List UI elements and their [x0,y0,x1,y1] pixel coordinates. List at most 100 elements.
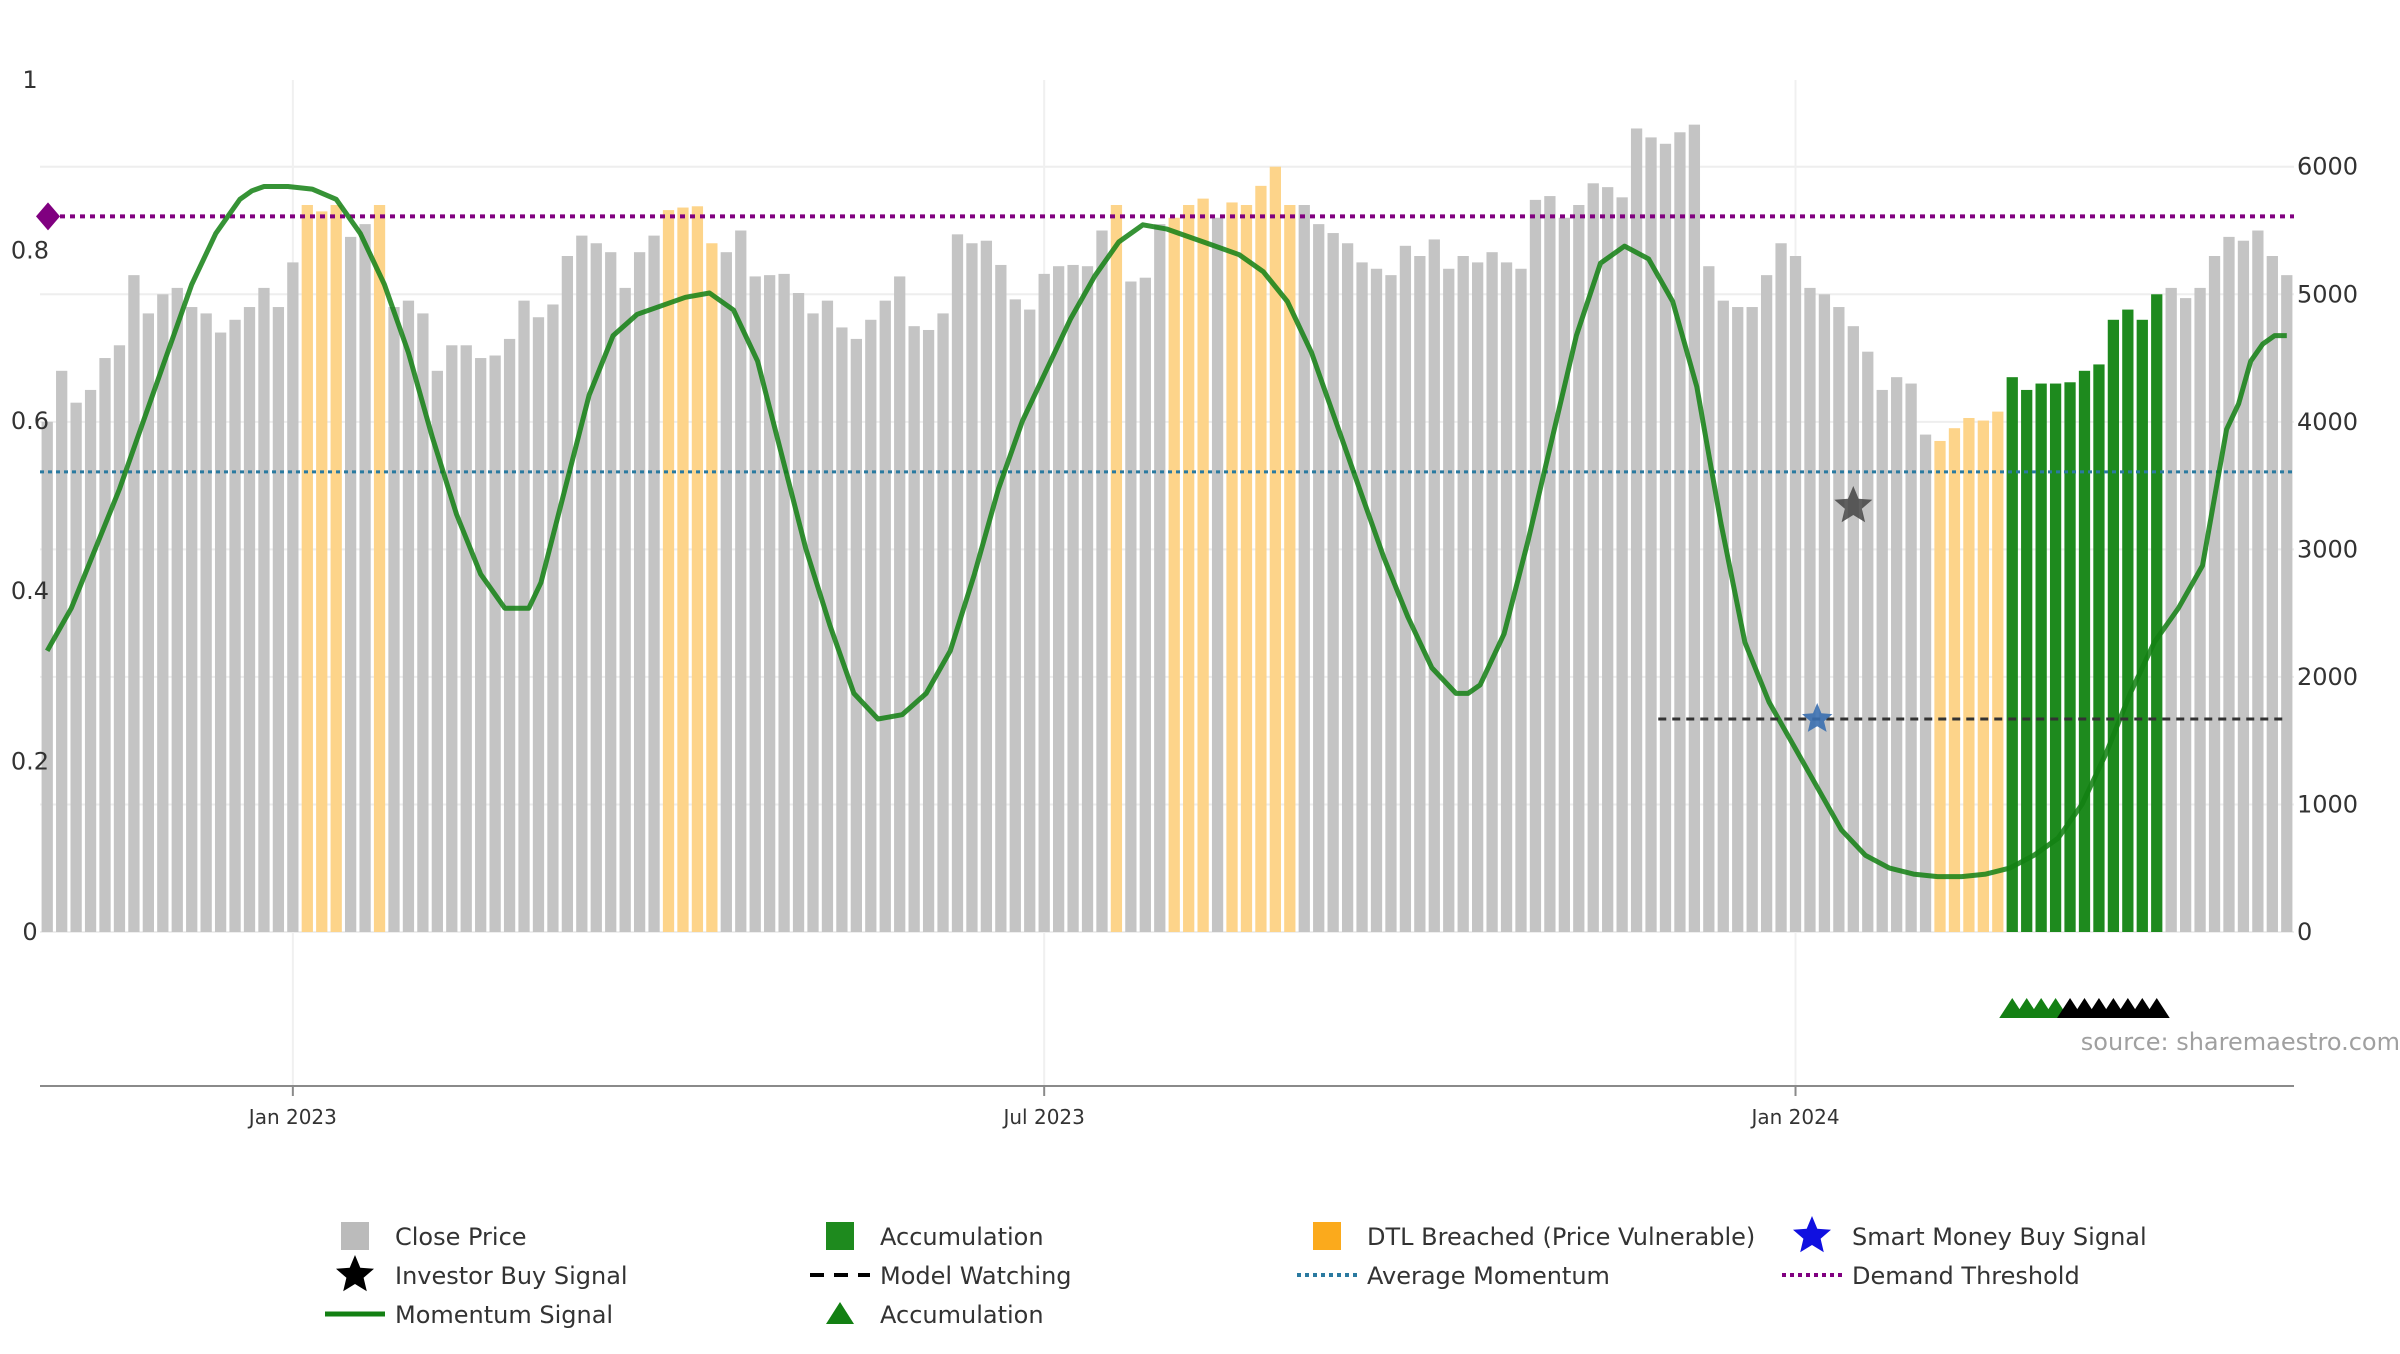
close-price-bar [388,307,400,933]
demand-threshold-label: Demand Threshold [1852,1262,2080,1290]
accumulation-marker-label: Accumulation [880,1301,1044,1329]
close-price-bar [1573,204,1585,932]
accumulation-bar [2136,319,2148,932]
close-price-bar [229,319,241,932]
close-price-bar [1024,309,1036,933]
close-price-bar [1529,199,1542,932]
close-price-bar [937,313,949,932]
close-price-bar [171,287,183,932]
close-price-bar [272,307,285,933]
legend-item-close-price: Close Price [341,1222,527,1251]
demand-threshold-marker [36,202,60,231]
close-price-bar [460,345,472,932]
close-price-bar [258,287,270,932]
legend-item-average-momentum: Average Momentum [1297,1262,1610,1290]
close-price-bar [489,355,501,932]
right-tick-label: 1000 [2297,790,2358,818]
close-price-bar [417,313,429,932]
close-price-bar [1399,245,1412,933]
legend-item-investor-buy: Investor Buy Signal [336,1255,628,1292]
close-price-bar [359,224,371,933]
dtl-breached-bar [1197,198,1209,932]
right-tick-label: 0 [2297,918,2312,946]
close-price-bar [1385,275,1397,933]
close-price-bar [1558,217,1570,932]
close-price-bar [1645,137,1657,932]
right-tick-label: 2000 [2297,663,2358,691]
close-price-bar [1544,196,1556,933]
close-price-bar [2194,287,2206,932]
investor-buy-label: Investor Buy Signal [395,1262,628,1290]
dtl-breached-bar [1226,202,1238,932]
close-price-label: Close Price [395,1223,527,1251]
close-price-bar [1009,299,1021,932]
close-price-bar [1905,383,1917,932]
left-tick-label: 0.2 [11,748,49,776]
close-price-bar [1486,252,1498,933]
gridlines [40,80,2294,1086]
close-price-bar [1746,307,1758,933]
accumulation-bar [2049,383,2062,932]
legend: Close Price Accumulation DTL Breached (Pri… [325,1216,2147,1329]
close-price-bar [2165,287,2177,932]
close-price-bar [1717,300,1729,932]
close-price-bar [547,304,559,933]
close-price-bar [345,236,357,932]
dtl-breached-bar [301,204,313,932]
accumulation-marker-icon [826,1302,854,1324]
close-price-bar [287,262,299,932]
left-tick-label: 0 [22,918,37,946]
investor-buy-icon [336,1255,374,1292]
dtl-breached-bar [373,204,386,932]
close-price-bar [865,319,877,932]
dtl-breached-bar [691,206,704,932]
close-price-bar [1862,351,1874,932]
x-tick-label: Jan 2024 [1749,1105,1839,1129]
close-price-bar [1876,389,1888,932]
average-momentum-label: Average Momentum [1367,1262,1610,1290]
close-price-bar [619,287,631,932]
dtl-breached-bar [1168,217,1180,932]
close-price-bar [2208,256,2221,932]
legend-item-accumulation-marker: Accumulation [826,1301,1044,1329]
close-price-bar [1775,243,1787,932]
accumulation-bar [2064,382,2076,932]
close-price-bar [590,243,602,932]
left-tick-label: 0.8 [11,236,49,264]
close-price-bar [1428,239,1440,932]
smart-money-buy-signal-star [1802,703,1833,732]
dtl-breached-bar [677,207,689,932]
close-price-bar [648,235,660,932]
close-price-bar [1500,262,1513,932]
close-price-bar [778,273,790,932]
close-price-bar [1674,132,1686,933]
close-price-bar [1154,224,1166,933]
close-price-bar [475,358,487,932]
close-price-bar [142,313,155,932]
dtl-breached-bar [1240,204,1253,932]
source-label: source: sharemaestro.com [2081,1028,2400,1056]
close-price-bar [1833,307,1845,933]
close-price-bar [605,252,617,933]
x-tick-label: Jan 2023 [247,1105,337,1129]
close-price-bar [1630,128,1643,933]
close-price-bar [446,345,458,932]
close-price-bar [518,300,530,932]
accumulation-bar [2006,377,2018,932]
accumulation-label: Accumulation [880,1223,1044,1251]
right-tick-label: 5000 [2297,280,2358,308]
close-price-bar [576,235,588,932]
right-tick-label: 4000 [2297,408,2358,436]
close-price-bar [807,313,819,932]
model-watching-label: Model Watching [880,1262,1072,1290]
close-price-bar [532,317,545,932]
close-price-bar [84,389,97,932]
dtl-breached-bar [316,211,328,932]
close-price-bar [1341,243,1354,932]
dtl-breached-bar [1255,185,1267,932]
close-price-bar [70,402,82,933]
watching-marker-triangle [2143,998,2170,1018]
legend-item-demand-threshold: Demand Threshold [1782,1262,2080,1290]
legend-item-smart-money: Smart Money Buy Signal [1793,1216,2147,1253]
close-price-bar [879,300,891,932]
